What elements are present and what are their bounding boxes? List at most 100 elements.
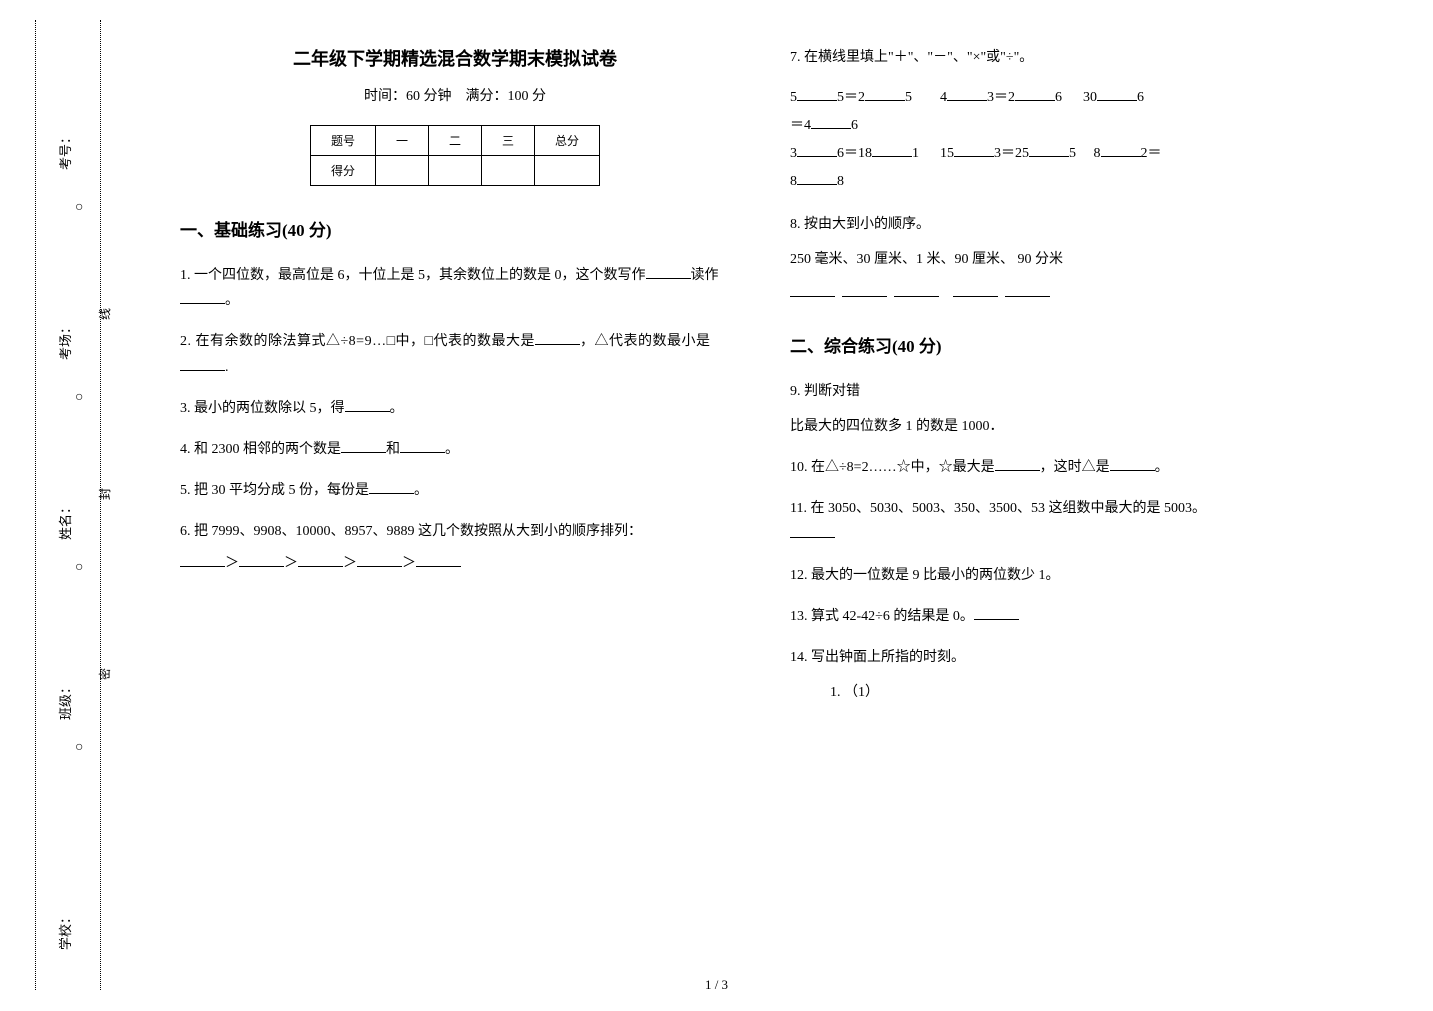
time-label: 时间：60 分钟 xyxy=(364,89,452,104)
q7-text: 7. 在横线里填上"＋"、"－"、"×"或"÷"。 xyxy=(790,45,1340,70)
q2-prefix: 2. 在有余数的除法算式△÷8=9…□中，□代表的数最大是 xyxy=(180,334,535,349)
t: 6 xyxy=(851,118,858,133)
blank xyxy=(974,604,1019,619)
blank xyxy=(535,330,580,345)
q11-text: 11. 在 3050、5030、5003、350、3500、53 这组数中最大的… xyxy=(790,501,1206,516)
blank xyxy=(1015,86,1055,101)
td-blank xyxy=(375,156,428,186)
section-1-heading: 一、基础练习(40 分) xyxy=(180,216,730,241)
t: 15 xyxy=(940,146,954,161)
circle-marker-1: ○ xyxy=(75,200,83,216)
th-total: 总分 xyxy=(535,126,600,156)
q10-prefix: 10. 在△÷8=2……☆中，☆最大是 xyxy=(790,460,995,475)
t: 30 xyxy=(1083,90,1097,105)
q14-sub: 1. （1） xyxy=(830,680,1340,705)
blank xyxy=(180,355,225,370)
question-2: 2. 在有余数的除法算式△÷8=9…□中，□代表的数最大是 ，△代表的数最小是. xyxy=(180,329,730,379)
t: 5 xyxy=(905,90,912,105)
q8-blanks xyxy=(790,281,1340,306)
binding-dotted-line-inner xyxy=(35,20,36,990)
circle-marker-2: ○ xyxy=(75,390,83,406)
td-score-label: 得分 xyxy=(310,156,375,186)
section-2-heading: 二、综合练习(40 分) xyxy=(790,332,1340,357)
question-12: 12. 最大的一位数是 9 比最小的两位数少 1。 xyxy=(790,563,1340,588)
t: 5 xyxy=(790,90,797,105)
blank xyxy=(894,281,939,296)
q8-text: 8. 按由大到小的顺序。 xyxy=(790,212,1340,237)
question-3: 3. 最小的两位数除以 5，得。 xyxy=(180,396,730,421)
q4-mid: 和 xyxy=(386,442,400,457)
th-2: 二 xyxy=(428,126,481,156)
q10-mid: ，这时△是 xyxy=(1040,460,1110,475)
blank xyxy=(357,551,402,566)
t: 3＝2 xyxy=(987,90,1015,105)
blank xyxy=(1005,281,1050,296)
blank xyxy=(1110,456,1155,471)
blank xyxy=(797,142,837,157)
t: 1 xyxy=(912,146,919,161)
blank xyxy=(1097,86,1137,101)
q6-order-line: ＞＞＞＞ xyxy=(180,551,730,576)
blank xyxy=(790,281,835,296)
gt: ＞ xyxy=(225,556,239,571)
t: 5＝2 xyxy=(837,90,865,105)
q13-text: 13. 算式 42-42÷6 的结果是 0。 xyxy=(790,609,974,624)
blank xyxy=(797,86,837,101)
t: 4 xyxy=(940,90,947,105)
question-6: 6. 把 7999、9908、10000、8957、9889 这几个数按照从大到… xyxy=(180,519,730,575)
question-1: 1. 一个四位数，最高位是 6，十位上是 5，其余数位上的数是 0，这个数写作读… xyxy=(180,263,730,313)
question-7: 7. 在横线里填上"＋"、"－"、"×"或"÷"。 5 5＝2 5 4 3＝2 6 30… xyxy=(790,45,1340,196)
td-blank xyxy=(428,156,481,186)
page-number: 1 / 3 xyxy=(705,977,728,993)
question-9: 9. 判断对错 比最大的四位数多 1 的数是 1000． xyxy=(790,379,1340,439)
label-class: 班级： xyxy=(55,681,74,720)
gt: ＞ xyxy=(284,556,298,571)
t: 6 xyxy=(1137,90,1144,105)
gt: ＞ xyxy=(402,556,416,571)
q10-suffix: 。 xyxy=(1155,460,1169,475)
q2-suffix: . xyxy=(225,360,229,375)
seal-char-xian: 线 xyxy=(96,308,113,320)
q2-mid: ，△代表的数最小是 xyxy=(580,334,711,349)
blank xyxy=(995,456,1040,471)
q1-suffix: 。 xyxy=(225,293,239,308)
blank xyxy=(646,264,691,279)
q1-prefix: 1. 一个四位数，最高位是 6，十位上是 5，其余数位上的数是 0，这个数写作 xyxy=(180,268,646,283)
question-11: 11. 在 3050、5030、5003、350、3500、53 这组数中最大的… xyxy=(790,496,1340,546)
label-school: 学校： xyxy=(55,911,74,950)
q14-text: 14. 写出钟面上所指的时刻。 xyxy=(790,645,1340,670)
blank xyxy=(790,522,835,537)
seal-char-mi: 密 xyxy=(96,668,113,680)
table-row: 得分 xyxy=(310,156,599,186)
exam-subtitle: 时间：60 分钟 满分：100 分 xyxy=(180,85,730,105)
fullscore-label: 满分：100 分 xyxy=(466,89,547,104)
circle-marker-3: ○ xyxy=(75,560,83,576)
q8-items: 250 毫米、30 厘米、1 米、90 厘米、 90 分米 xyxy=(790,247,1340,272)
page-content: 二年级下学期精选混合数学期末模拟试卷 时间：60 分钟 满分：100 分 题号 … xyxy=(180,45,1410,721)
label-exam-id: 考号： xyxy=(55,131,74,170)
right-column: 7. 在横线里填上"＋"、"－"、"×"或"÷"。 5 5＝2 5 4 3＝2 6 30… xyxy=(790,45,1340,721)
blank xyxy=(811,114,851,129)
blank xyxy=(298,551,343,566)
t: 3 xyxy=(790,146,797,161)
td-blank xyxy=(482,156,535,186)
q4-suffix: 。 xyxy=(445,442,459,457)
blank xyxy=(1101,142,1141,157)
blank xyxy=(345,396,390,411)
t: 3＝25 xyxy=(994,146,1029,161)
seal-char-feng: 封 xyxy=(96,488,113,500)
question-14: 14. 写出钟面上所指的时刻。 1. （1） xyxy=(790,645,1340,705)
q5-prefix: 5. 把 30 平均分成 5 份，每份是 xyxy=(180,483,369,498)
circle-marker-4: ○ xyxy=(75,740,83,756)
th-3: 三 xyxy=(482,126,535,156)
blank xyxy=(341,438,386,453)
label-room: 考场： xyxy=(55,321,74,360)
exam-title: 二年级下学期精选混合数学期末模拟试卷 xyxy=(180,45,730,71)
q12-text: 12. 最大的一位数是 9 比最小的两位数少 1。 xyxy=(790,568,1060,583)
t: 5 xyxy=(1069,146,1076,161)
q3-suffix: 。 xyxy=(390,401,404,416)
blank xyxy=(416,551,461,566)
question-8: 8. 按由大到小的顺序。 250 毫米、30 厘米、1 米、90 厘米、 90 … xyxy=(790,212,1340,306)
blank xyxy=(842,281,887,296)
question-13: 13. 算式 42-42÷6 的结果是 0。 xyxy=(790,604,1340,629)
